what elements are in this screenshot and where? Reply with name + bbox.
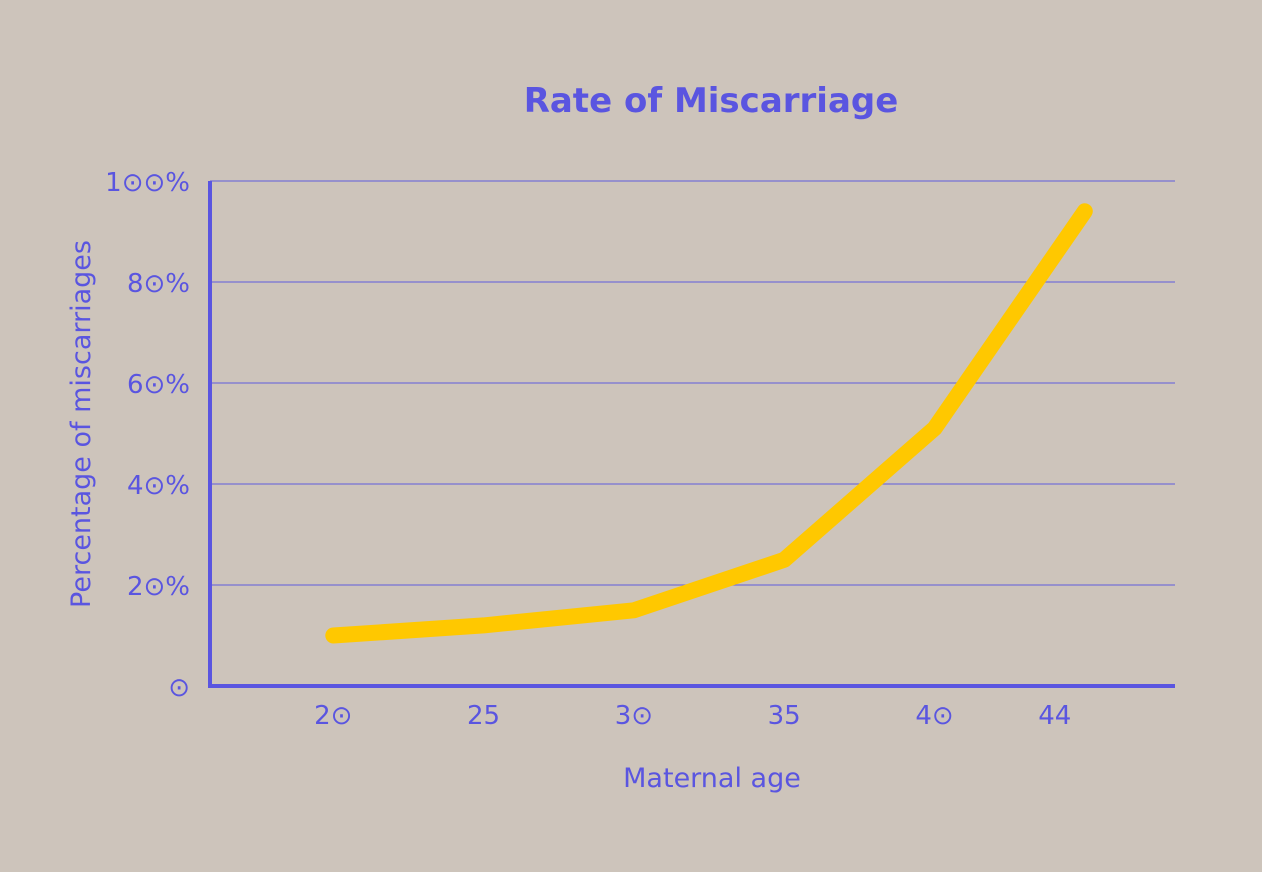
y-tick-label-0: ⊙ — [168, 673, 190, 703]
axes — [208, 181, 1175, 688]
data-point-30 — [633, 609, 635, 611]
x-axis-label: Maternal age — [623, 763, 801, 794]
y-tick-label-60: 6⊙% — [127, 370, 190, 400]
x-tick-label-40: 4⊙ — [915, 701, 953, 731]
x-tick-label-25: 25 — [467, 701, 500, 731]
y-tick-label-20: 2⊙% — [127, 572, 190, 602]
chart-title: Rate of Miscarriage — [524, 81, 899, 121]
y-axis-label: Percentage of miscarriages — [66, 240, 97, 608]
y-tick-labels: ⊙ 2⊙% 4⊙% 6⊙% 8⊙% 1⊙⊙% — [105, 168, 190, 703]
data-point-25 — [483, 624, 485, 626]
data-point-35 — [783, 559, 785, 561]
x-tick-label-30: 3⊙ — [615, 701, 653, 731]
data-point-45 — [1084, 210, 1086, 212]
x-tick-labels: 2⊙ 25 3⊙ 35 4⊙ 44 — [314, 701, 1071, 731]
x-tick-label-44: 44 — [1038, 701, 1071, 731]
x-tick-label-20: 2⊙ — [314, 701, 352, 731]
y-tick-label-40: 4⊙% — [127, 471, 190, 501]
data-point-20 — [332, 635, 334, 636]
series-line-0 — [325, 203, 1093, 644]
y-tick-label-100: 1⊙⊙% — [105, 168, 190, 198]
x-tick-label-35: 35 — [768, 701, 801, 731]
y-tick-label-80: 8⊙% — [127, 269, 190, 299]
grid-lines — [210, 180, 1175, 586]
series-layer — [325, 203, 1093, 644]
data-point-40 — [934, 427, 936, 429]
